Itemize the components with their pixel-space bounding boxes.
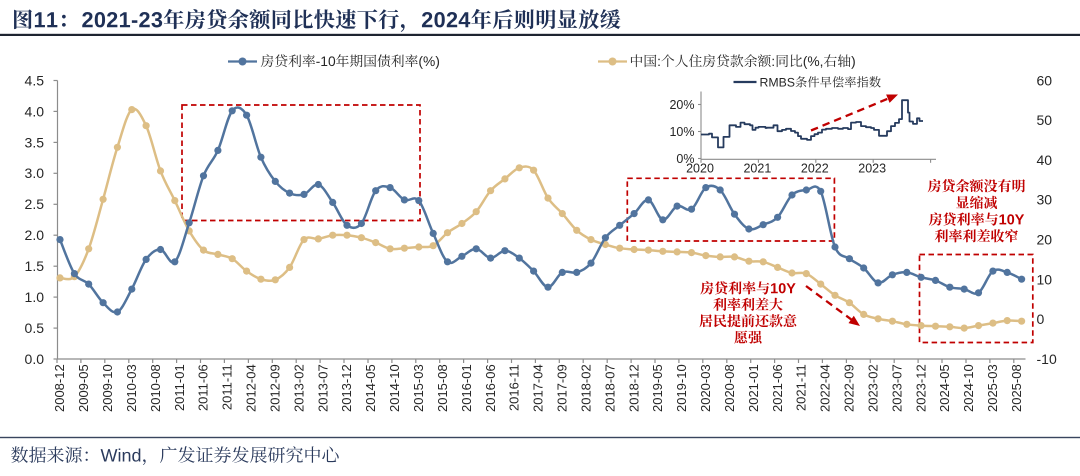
svg-text:0: 0	[1037, 311, 1045, 327]
svg-text:0%: 0%	[676, 152, 694, 166]
svg-text:2013-02: 2013-02	[291, 364, 306, 412]
svg-text:2011-11: 2011-11	[220, 364, 235, 410]
svg-text:2024-05: 2024-05	[937, 364, 952, 412]
svg-text:2010-08: 2010-08	[148, 364, 163, 412]
svg-text:2023-12: 2023-12	[913, 364, 928, 412]
svg-text:2024-10: 2024-10	[961, 364, 976, 412]
svg-text:2011-06: 2011-06	[196, 364, 211, 411]
svg-text:2016-11: 2016-11	[507, 364, 522, 411]
svg-text:2018-07: 2018-07	[602, 364, 617, 412]
svg-text:2.5: 2.5	[25, 196, 45, 212]
svg-text:2017-09: 2017-09	[555, 364, 570, 412]
svg-text:2013-07: 2013-07	[315, 364, 330, 412]
svg-text:2020-03: 2020-03	[698, 364, 713, 412]
svg-text:2021-06: 2021-06	[770, 364, 785, 412]
svg-text:-10: -10	[1037, 351, 1057, 367]
svg-text:2017-04: 2017-04	[531, 364, 546, 412]
svg-text:2014-05: 2014-05	[363, 364, 378, 412]
svg-text:2018-02: 2018-02	[578, 364, 593, 412]
svg-text:40: 40	[1037, 152, 1053, 168]
svg-text:2022-09: 2022-09	[842, 364, 857, 412]
svg-text:2019-10: 2019-10	[674, 364, 689, 412]
svg-text:30: 30	[1037, 192, 1053, 208]
svg-text:2016-01: 2016-01	[459, 364, 474, 412]
svg-text:20: 20	[1037, 232, 1053, 248]
svg-text:2014-10: 2014-10	[387, 364, 402, 412]
svg-text:20%: 20%	[669, 98, 694, 112]
svg-text:2020-08: 2020-08	[722, 364, 737, 412]
svg-text:50: 50	[1037, 112, 1053, 128]
svg-text:2018-12: 2018-12	[626, 364, 641, 412]
svg-text:2023-07: 2023-07	[889, 364, 904, 412]
svg-text:2.0: 2.0	[25, 227, 45, 243]
svg-text:2015-03: 2015-03	[411, 364, 426, 412]
svg-text:2023-02: 2023-02	[866, 364, 881, 412]
svg-text:2009-10: 2009-10	[100, 364, 115, 412]
svg-text:4.0: 4.0	[25, 103, 45, 119]
svg-text:2021-01: 2021-01	[746, 364, 761, 412]
svg-text:60: 60	[1037, 72, 1053, 88]
svg-text:2022-04: 2022-04	[818, 364, 833, 412]
svg-text:2025-08: 2025-08	[1009, 364, 1024, 412]
svg-text:4.5: 4.5	[25, 72, 45, 88]
svg-text:3.5: 3.5	[25, 134, 45, 150]
svg-text:2008-12: 2008-12	[52, 364, 67, 412]
svg-text:2025-03: 2025-03	[985, 364, 1000, 412]
svg-text:2020: 2020	[686, 162, 714, 176]
svg-text:3.0: 3.0	[25, 165, 45, 181]
svg-text:2021-11: 2021-11	[794, 364, 809, 411]
svg-text:2013-12: 2013-12	[339, 364, 354, 412]
svg-text:2016-06: 2016-06	[483, 364, 498, 412]
svg-text:0.5: 0.5	[25, 320, 45, 336]
svg-text:2023: 2023	[858, 162, 886, 176]
svg-text:2019-05: 2019-05	[650, 364, 665, 412]
svg-text:10: 10	[1037, 271, 1053, 287]
svg-text:2009-05: 2009-05	[76, 364, 91, 412]
svg-text:10%: 10%	[669, 125, 694, 139]
svg-text:2022: 2022	[801, 162, 829, 176]
svg-text:2021: 2021	[743, 162, 771, 176]
svg-text:1.5: 1.5	[25, 258, 45, 274]
svg-text:0.0: 0.0	[25, 351, 45, 367]
svg-text:2010-03: 2010-03	[124, 364, 139, 412]
svg-text:2012-04: 2012-04	[244, 364, 259, 412]
svg-text:2012-09: 2012-09	[268, 364, 283, 412]
svg-text:2015-08: 2015-08	[435, 364, 450, 412]
svg-text:2011-01: 2011-01	[172, 364, 187, 411]
svg-text:1.0: 1.0	[25, 289, 45, 305]
